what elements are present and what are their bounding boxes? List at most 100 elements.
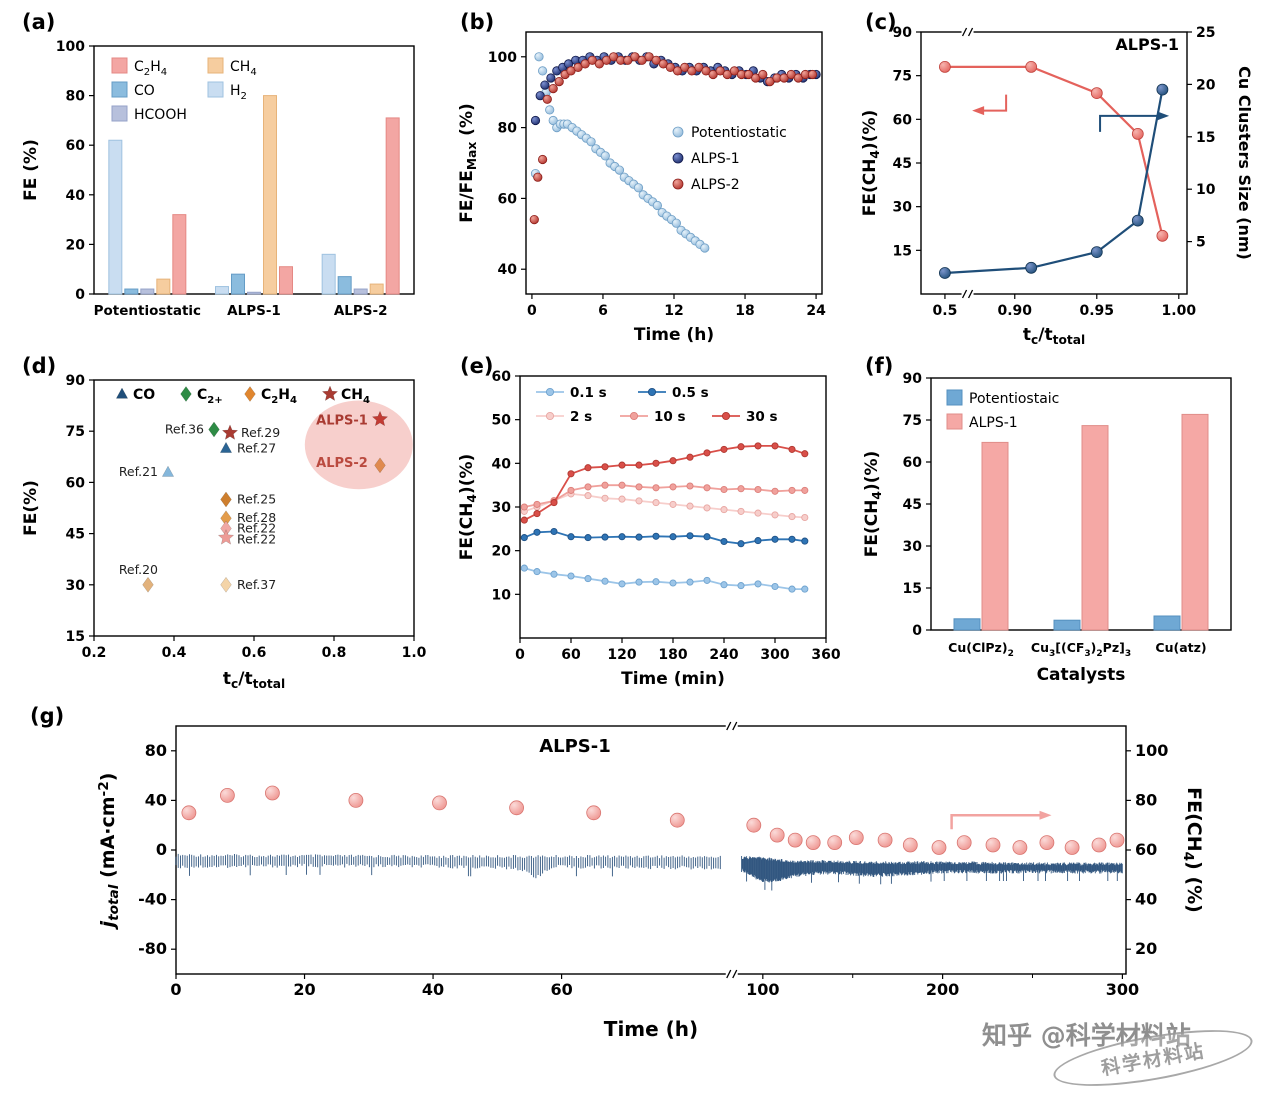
- series-point: [686, 453, 694, 461]
- bar: [1181, 413, 1209, 631]
- x-tick-label: 0: [527, 303, 537, 319]
- fe-point: [219, 788, 235, 803]
- bar: [172, 214, 187, 295]
- tspan: H: [278, 387, 290, 403]
- tspan: Time (min): [621, 669, 725, 689]
- arrowhead: [972, 106, 985, 116]
- tspan: ALPS-2: [691, 177, 740, 193]
- y-tick-label: 80: [66, 89, 86, 105]
- x-tick-label: 180: [658, 647, 687, 663]
- series-point: [669, 533, 677, 541]
- tspan: 10: [1196, 182, 1216, 198]
- tspan: 40: [66, 188, 86, 204]
- tspan: 0.2: [82, 645, 107, 661]
- plot-frame: [920, 31, 1188, 295]
- tspan: 3: [1049, 649, 1055, 659]
- y-tick-label-right: 20: [1135, 939, 1157, 958]
- tspan: 2: [241, 91, 247, 102]
- bar: [108, 139, 123, 295]
- series-point: [737, 485, 745, 493]
- series-point: [737, 540, 745, 548]
- series-point: [533, 500, 541, 508]
- tspan: 30 s: [746, 409, 778, 425]
- tspan: Potentiostatic: [691, 125, 787, 141]
- y-tick-label: 40: [498, 262, 518, 278]
- legend-label: H2: [230, 83, 247, 102]
- legend-label: HCOOH: [134, 107, 187, 123]
- tspan: FE/FE: [457, 170, 477, 223]
- tspan: 1.0: [402, 645, 427, 661]
- tspan: 4: [161, 67, 167, 78]
- series-point: [618, 533, 626, 541]
- series-point: [720, 485, 728, 494]
- axis-break-gap: [961, 290, 974, 298]
- tspan: 90: [903, 371, 923, 387]
- series-point: [652, 499, 660, 507]
- y-tick-label: 15: [893, 243, 912, 259]
- x-tick-label: 0: [515, 647, 525, 663]
- series-point: [635, 533, 643, 541]
- tspan: CO: [134, 83, 155, 99]
- chart-title: ALPS-1: [539, 736, 611, 757]
- tspan: Cu(ClPz): [948, 640, 1007, 655]
- ref-label: Ref.36: [165, 421, 204, 436]
- tspan: 100: [746, 980, 779, 999]
- tspan: /t: [238, 669, 252, 689]
- bar: [279, 266, 293, 295]
- tspan: Ref.37: [237, 577, 276, 592]
- x-category-label: Cu3[(CF3)2Pz]3: [1031, 640, 1131, 659]
- series-point: [754, 537, 762, 545]
- chart-title: ALPS-1: [1115, 35, 1179, 54]
- tspan: )(%): [860, 110, 880, 150]
- tspan: H: [230, 83, 241, 99]
- series-point: [801, 513, 809, 522]
- tspan: Ref.20: [119, 562, 158, 577]
- y-axis-title-left: FE(CH4)(%): [860, 110, 882, 217]
- tspan: 2 s: [570, 409, 592, 425]
- tspan: 25: [1196, 25, 1215, 41]
- panel-b: (b) 0 6 12 18 24 40 60 80 100 Time (h) FE/FEMax (%…: [450, 6, 850, 348]
- tspan: -40: [138, 890, 167, 909]
- tspan: 4: [870, 491, 884, 500]
- panel-a: (a) 0 20 40 60 80 100 FE (%) Potentiostatic ALPS…: [12, 6, 437, 348]
- fe-point: [1090, 87, 1103, 99]
- y-tick-label: 30: [66, 578, 86, 594]
- tspan: 40: [1135, 890, 1157, 909]
- tspan: FE(CH: [457, 503, 477, 561]
- data-point: [554, 77, 564, 87]
- tspan: 0: [527, 303, 537, 319]
- tspan: ) (%): [1183, 861, 1205, 913]
- tspan: C: [134, 59, 144, 75]
- axis-break: [961, 289, 968, 299]
- size-point: [1156, 83, 1169, 96]
- bar: [321, 253, 336, 295]
- data-point: [542, 94, 552, 104]
- x-tick-label: 240: [709, 647, 738, 663]
- legend-label: CH4: [341, 387, 370, 406]
- series-point: [618, 481, 626, 489]
- tspan: Max: [465, 142, 479, 170]
- legend-label: 10 s: [654, 409, 686, 425]
- y-tick-label: 45: [66, 527, 85, 543]
- tspan: Cu Clusters Size (nm): [1235, 66, 1254, 260]
- series-point: [584, 464, 592, 472]
- series-point: [652, 578, 660, 586]
- y-tick-label: 60: [903, 455, 923, 471]
- tspan: 60: [66, 475, 86, 491]
- legend-label: CH4: [230, 59, 257, 78]
- data-point: [652, 200, 662, 211]
- tspan: C: [261, 387, 271, 403]
- series-point: [788, 486, 796, 494]
- ref-label: Ref.22: [237, 532, 276, 547]
- x-category-label: Cu(ClPz)2: [948, 640, 1014, 659]
- y-axis-title-left: jtotal (mA·cm-2): [96, 773, 122, 931]
- series-point: [754, 580, 762, 588]
- legend-swatch: [111, 57, 128, 74]
- tspan: 0.5: [933, 303, 958, 319]
- x-category-label: ALPS-2: [334, 303, 388, 319]
- tspan: ALPS-1: [227, 303, 281, 319]
- tspan: Time (h): [634, 325, 714, 345]
- diamond-marker: [142, 576, 154, 593]
- legend-label: 0.1 s: [570, 385, 607, 401]
